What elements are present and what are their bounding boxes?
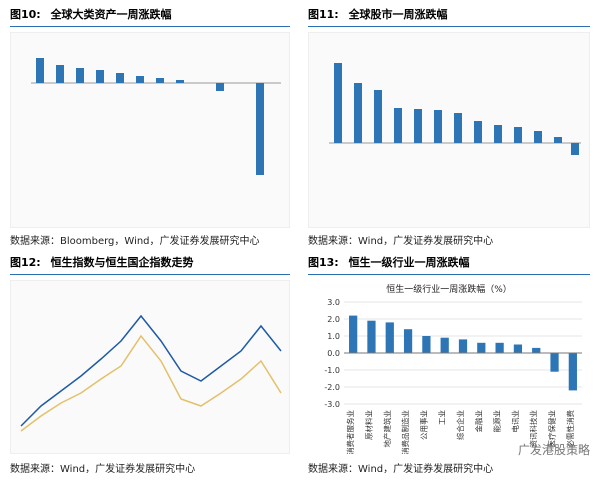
bar: [513, 344, 523, 353]
bar: [422, 336, 431, 353]
figure-title-13: 图13: 恒生一级行业一周涨跌幅: [308, 254, 470, 270]
bar: [477, 342, 486, 353]
y-labels: -3.0 -2.0 -1.0 0.0 1.0 2.0 3.0: [324, 298, 340, 409]
source-10: 数据来源：Bloomberg，Wind，广发证券发展研究中心: [10, 236, 260, 247]
figure-label: 图13:: [308, 256, 339, 269]
figure-title-11: 图11: 全球股市一周涨跌幅: [308, 6, 448, 22]
y-tick-label: 2.0: [327, 315, 340, 324]
figure-11-graphic: [329, 63, 581, 155]
x-category-label: 消费者服务业: [345, 410, 355, 454]
source-13: 数据来源：Wind，广发证券发展研究中心: [308, 464, 494, 475]
x-category-label: 消费品制造业: [400, 410, 410, 454]
figure-rule-13: [308, 274, 590, 275]
y-tick-label: -2.0: [324, 383, 340, 392]
figure-12-graphic: [20, 314, 282, 432]
bar: [532, 347, 541, 353]
figure-title-12: 图12: 恒生指数与恒生国企指数走势: [10, 254, 194, 270]
x-category-label: 综合企业: [455, 410, 465, 440]
source-11: 数据来源：Wind，广发证券发展研究中心: [308, 236, 494, 247]
figure-title: 全球大类资产一周涨跌幅: [50, 8, 172, 21]
x-category-label: 工业: [437, 410, 447, 425]
bar: [458, 339, 468, 353]
figure-label: 图10:: [10, 8, 41, 21]
bar: [385, 322, 394, 353]
x-category-label: 医疗保健业: [547, 410, 557, 448]
y-tick-label: 0.0: [327, 349, 340, 358]
x-category-label: 电讯业: [510, 410, 520, 433]
figure-rule-12: [10, 274, 290, 275]
figure-12-image: [10, 280, 290, 454]
bar: [440, 337, 449, 353]
figure-label: 图12:: [10, 256, 41, 269]
bar: [495, 342, 504, 353]
x-category-label: 必需性消费: [565, 410, 575, 448]
figure-title: 全球股市一周涨跌幅: [348, 8, 448, 21]
figure-10-graphic: [31, 58, 281, 175]
y-tick-label: -3.0: [324, 400, 340, 409]
bar: [403, 329, 413, 353]
x-category-label: 资讯科技业: [528, 410, 538, 448]
x-labels: 消费者服务业 原材料业 地产建筑业 消费品制造业 公用事业 工业 综合企业 金融业 能源业 电讯业…: [345, 410, 575, 455]
bars: [349, 315, 577, 391]
x-category-label: 原材料业: [363, 410, 373, 440]
bar: [367, 320, 376, 353]
y-tick-label: -1.0: [324, 366, 340, 375]
y-tick-label: 3.0: [327, 298, 340, 307]
chart-title: 恒生一级行业一周涨跌幅（%）: [386, 283, 512, 295]
figure-title: 恒生一级行业一周涨跌幅: [348, 256, 470, 269]
y-tick-label: 1.0: [327, 332, 340, 341]
bar: [349, 315, 358, 353]
x-category-label: 地产建筑业: [382, 410, 392, 448]
source-12: 数据来源：Wind，广发证券发展研究中心: [10, 464, 196, 475]
figure-title-10: 图10: 全球大类资产一周涨跌幅: [10, 6, 172, 22]
bar: [550, 353, 559, 372]
figure-rule-11: [308, 26, 590, 27]
figure-11-image: [308, 32, 590, 228]
x-category-label: 金融业: [473, 410, 483, 433]
figure-rule-10: [10, 26, 290, 27]
x-category-label: 能源业: [492, 410, 502, 433]
figure-title: 恒生指数与恒生国企指数走势: [50, 256, 194, 269]
bar: [568, 353, 577, 391]
figure-13-chart: 恒生一级行业一周涨跌幅（%） 消费者服务业 原材料业 地产建筑业 消费品制造业 公用事业…: [324, 283, 582, 455]
x-category-label: 公用事业: [418, 410, 428, 440]
figure-label: 图11:: [308, 8, 339, 21]
figure-13-chart-panel: 恒生一级行业一周涨跌幅（%） 消费者服务业 原材料业 地产建筑业 消费品制造业 公用事业…: [308, 280, 590, 455]
watermark: 广发港股策略: [517, 443, 590, 457]
figure-10-image: [10, 32, 290, 228]
